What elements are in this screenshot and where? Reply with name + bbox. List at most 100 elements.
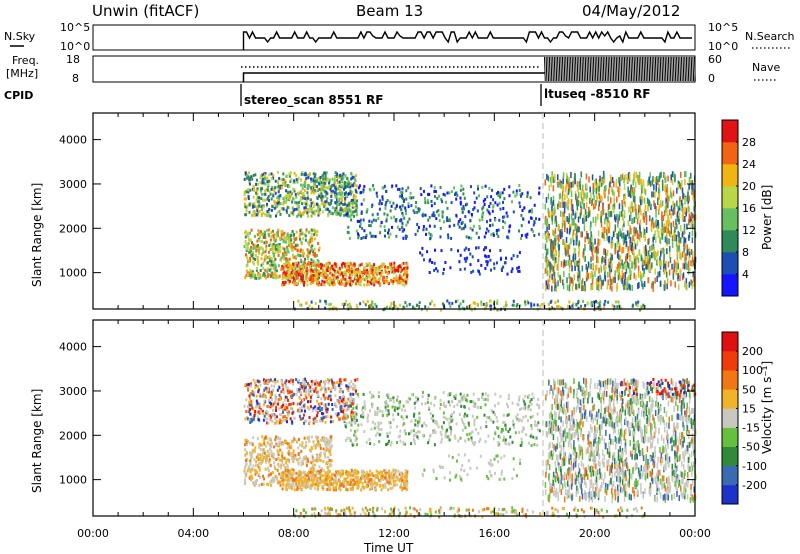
range-gate-cell — [686, 223, 688, 230]
range-gate-cell — [546, 173, 548, 180]
nsky-trace — [242, 30, 692, 50]
range-gate-cell — [288, 214, 291, 217]
range-gate-cell — [324, 276, 327, 280]
range-gate-cell — [278, 393, 281, 397]
range-gate-cell — [365, 210, 368, 214]
range-gate-cell — [266, 186, 269, 190]
range-gate-cell — [661, 233, 663, 240]
range-gate-cell — [664, 263, 666, 270]
range-gate-cell — [614, 270, 616, 277]
range-gate-cell — [360, 210, 363, 214]
range-gate-cell — [610, 266, 613, 273]
range-gate-cell — [288, 233, 291, 237]
range-gate-cell — [560, 229, 562, 236]
range-gate-cell — [269, 378, 272, 382]
range-gate-cell — [279, 437, 282, 441]
range-gate-cell — [310, 189, 313, 193]
range-gate-cell — [263, 257, 266, 261]
range-gate-cell — [562, 279, 564, 286]
range-gate-cell — [672, 233, 675, 240]
range-gate-cell — [291, 394, 294, 398]
range-gate-cell — [350, 400, 353, 404]
range-gate-cell — [312, 200, 315, 204]
range-gate-cell — [246, 176, 249, 180]
range-gate-cell — [322, 270, 325, 273]
range-gate-cell — [350, 172, 353, 175]
range-gate-cell — [332, 280, 335, 284]
range-gate-cell — [267, 250, 270, 254]
range-gate-cell — [607, 300, 610, 304]
range-gate-cell — [330, 199, 333, 203]
range-gate-cell — [293, 392, 296, 396]
range-gate-cell — [316, 263, 319, 267]
range-gate-cell — [594, 265, 597, 272]
range-gate-cell — [631, 206, 634, 213]
range-gate-cell — [519, 205, 522, 209]
range-gate-cell — [596, 277, 599, 284]
range-gate-cell — [299, 237, 301, 241]
range-gate-cell — [556, 264, 559, 271]
range-gate-cell — [310, 449, 313, 453]
range-gate-cell — [269, 242, 272, 246]
range-gate-cell — [352, 392, 355, 396]
range-gate-cell — [312, 211, 315, 215]
range-gate-cell — [341, 198, 343, 202]
range-gate-cell — [349, 262, 352, 266]
range-gate-cell — [631, 186, 634, 193]
range-gate-cell — [334, 388, 337, 392]
range-gate-cell — [563, 220, 565, 227]
range-gate-cell — [263, 177, 265, 181]
range-gate-cell — [510, 270, 513, 274]
range-gate-cell — [299, 385, 301, 389]
range-gate-cell — [579, 178, 581, 185]
range-gate-cell — [598, 200, 601, 207]
range-gate-cell — [627, 219, 630, 226]
range-gate-cell — [653, 254, 656, 260]
range-gate-cell — [306, 191, 309, 195]
range-gate-cell — [276, 449, 279, 453]
range-gate-cell — [463, 248, 466, 252]
range-gate-cell — [621, 232, 623, 239]
range-gate-cell — [255, 244, 258, 248]
range-gate-cell — [385, 305, 388, 309]
range-gate-cell — [683, 223, 686, 230]
range-gate-cell — [255, 206, 258, 210]
freq-zigzag-stroke — [570, 56, 572, 82]
range-gate-cell — [592, 242, 594, 249]
freq-zigzag-stroke — [661, 56, 664, 82]
range-gate-cell — [268, 244, 271, 247]
range-gate-cell — [456, 299, 459, 303]
range-gate-cell — [598, 205, 600, 211]
range-gate-cell — [602, 209, 605, 215]
range-gate-cell — [563, 271, 565, 278]
range-gate-cell — [286, 245, 289, 249]
range-gate-cell — [347, 185, 350, 189]
range-gate-cell — [278, 187, 280, 191]
range-gate-cell — [283, 263, 285, 266]
range-gate-cell — [406, 220, 409, 224]
range-gate-cell — [274, 202, 276, 206]
range-gate-cell — [285, 189, 288, 193]
range-gate-cell — [356, 199, 359, 203]
range-gate-cell — [650, 204, 652, 210]
range-gate-cell — [341, 174, 344, 178]
freq-trace — [242, 72, 545, 82]
range-gate-cell — [264, 274, 267, 278]
range-gate-cell — [285, 277, 288, 281]
range-gate-cell — [312, 406, 315, 410]
range-gate-cell — [336, 200, 339, 203]
range-gate-cell — [390, 278, 393, 282]
range-gate-cell — [432, 211, 435, 215]
range-gate-cell — [312, 421, 315, 425]
range-gate-cell — [595, 199, 597, 206]
range-gate-cell — [676, 254, 679, 260]
range-gate-cell — [250, 403, 253, 407]
range-gate-cell — [405, 236, 408, 240]
range-gate-cell — [547, 303, 550, 307]
range-gate-cell — [656, 176, 658, 183]
range-gate-cell — [350, 199, 353, 202]
range-gate-cell — [286, 234, 289, 238]
range-gate-cell — [572, 302, 575, 306]
range-gate-cell — [554, 218, 556, 225]
colorbar-tick-label: 28 — [742, 136, 756, 149]
